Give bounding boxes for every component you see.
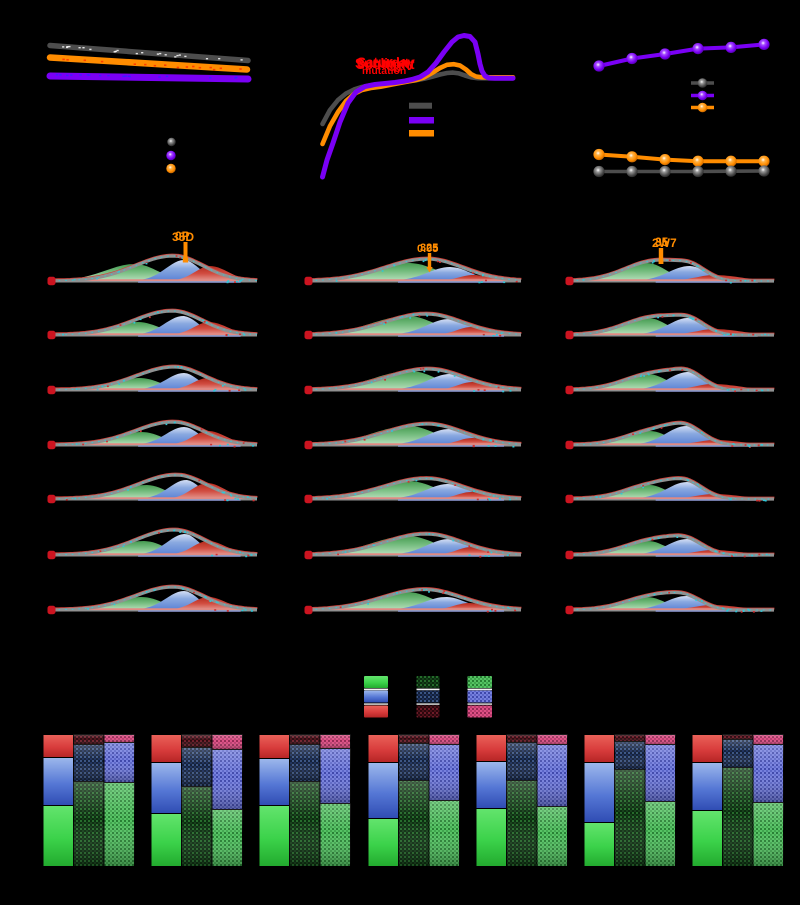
svg-text:0P: 0P: [175, 229, 190, 243]
svg-text:35: 35: [655, 235, 669, 249]
svg-text:Sunlight: Sunlight: [355, 56, 409, 71]
svg-text:35D: 35D: [172, 230, 194, 244]
svg-text:0.05: 0.05: [417, 243, 438, 255]
svg-text:Saturday: Saturday: [357, 55, 415, 70]
svg-text:325: 325: [420, 242, 438, 254]
svg-text:2W7: 2W7: [652, 236, 677, 250]
svg-text:Spotlight: Spotlight: [356, 57, 415, 72]
svg-text:mutation: mutation: [362, 65, 406, 77]
